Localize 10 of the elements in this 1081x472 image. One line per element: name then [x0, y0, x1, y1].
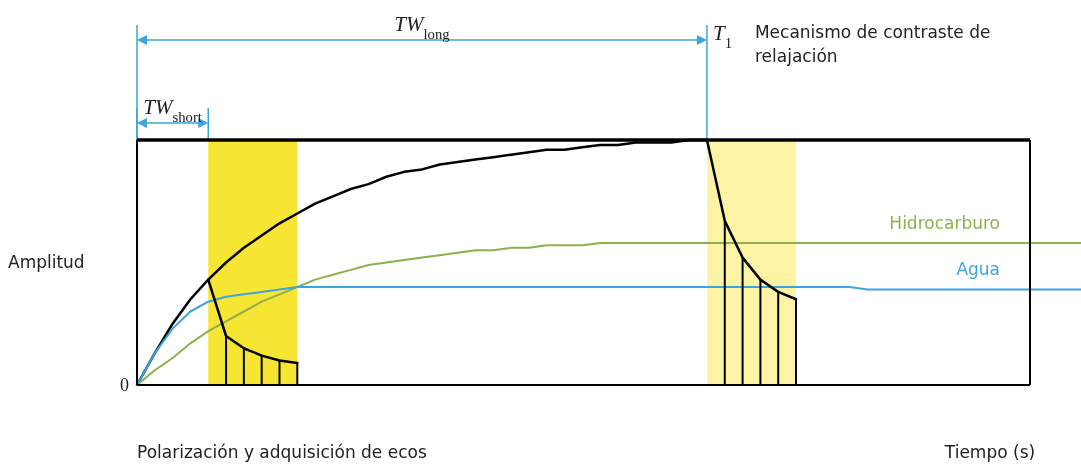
- series-label: Hidrocarburo: [889, 212, 1000, 233]
- y-axis-title: Amplitud: [8, 252, 85, 272]
- annotation: 0: [120, 375, 129, 395]
- text: Mecanismo de contraste de relajación: [754, 22, 991, 66]
- text: T$_{1}$: [712, 21, 732, 51]
- x-axis-title: Tiempo (s): [943, 442, 1036, 462]
- series-label: Agua: [956, 259, 1000, 280]
- text: Polarización y adquisición de ecos: [137, 442, 427, 462]
- text: TW$_{short}$: [143, 95, 202, 125]
- text: TW$_{long}$: [394, 12, 451, 42]
